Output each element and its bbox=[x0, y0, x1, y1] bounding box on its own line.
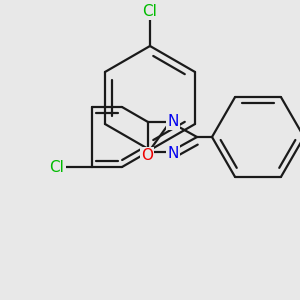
Text: O: O bbox=[141, 148, 153, 164]
Text: N: N bbox=[167, 113, 179, 128]
Text: N: N bbox=[167, 146, 179, 160]
Text: Cl: Cl bbox=[142, 4, 158, 19]
Text: Cl: Cl bbox=[50, 160, 64, 175]
